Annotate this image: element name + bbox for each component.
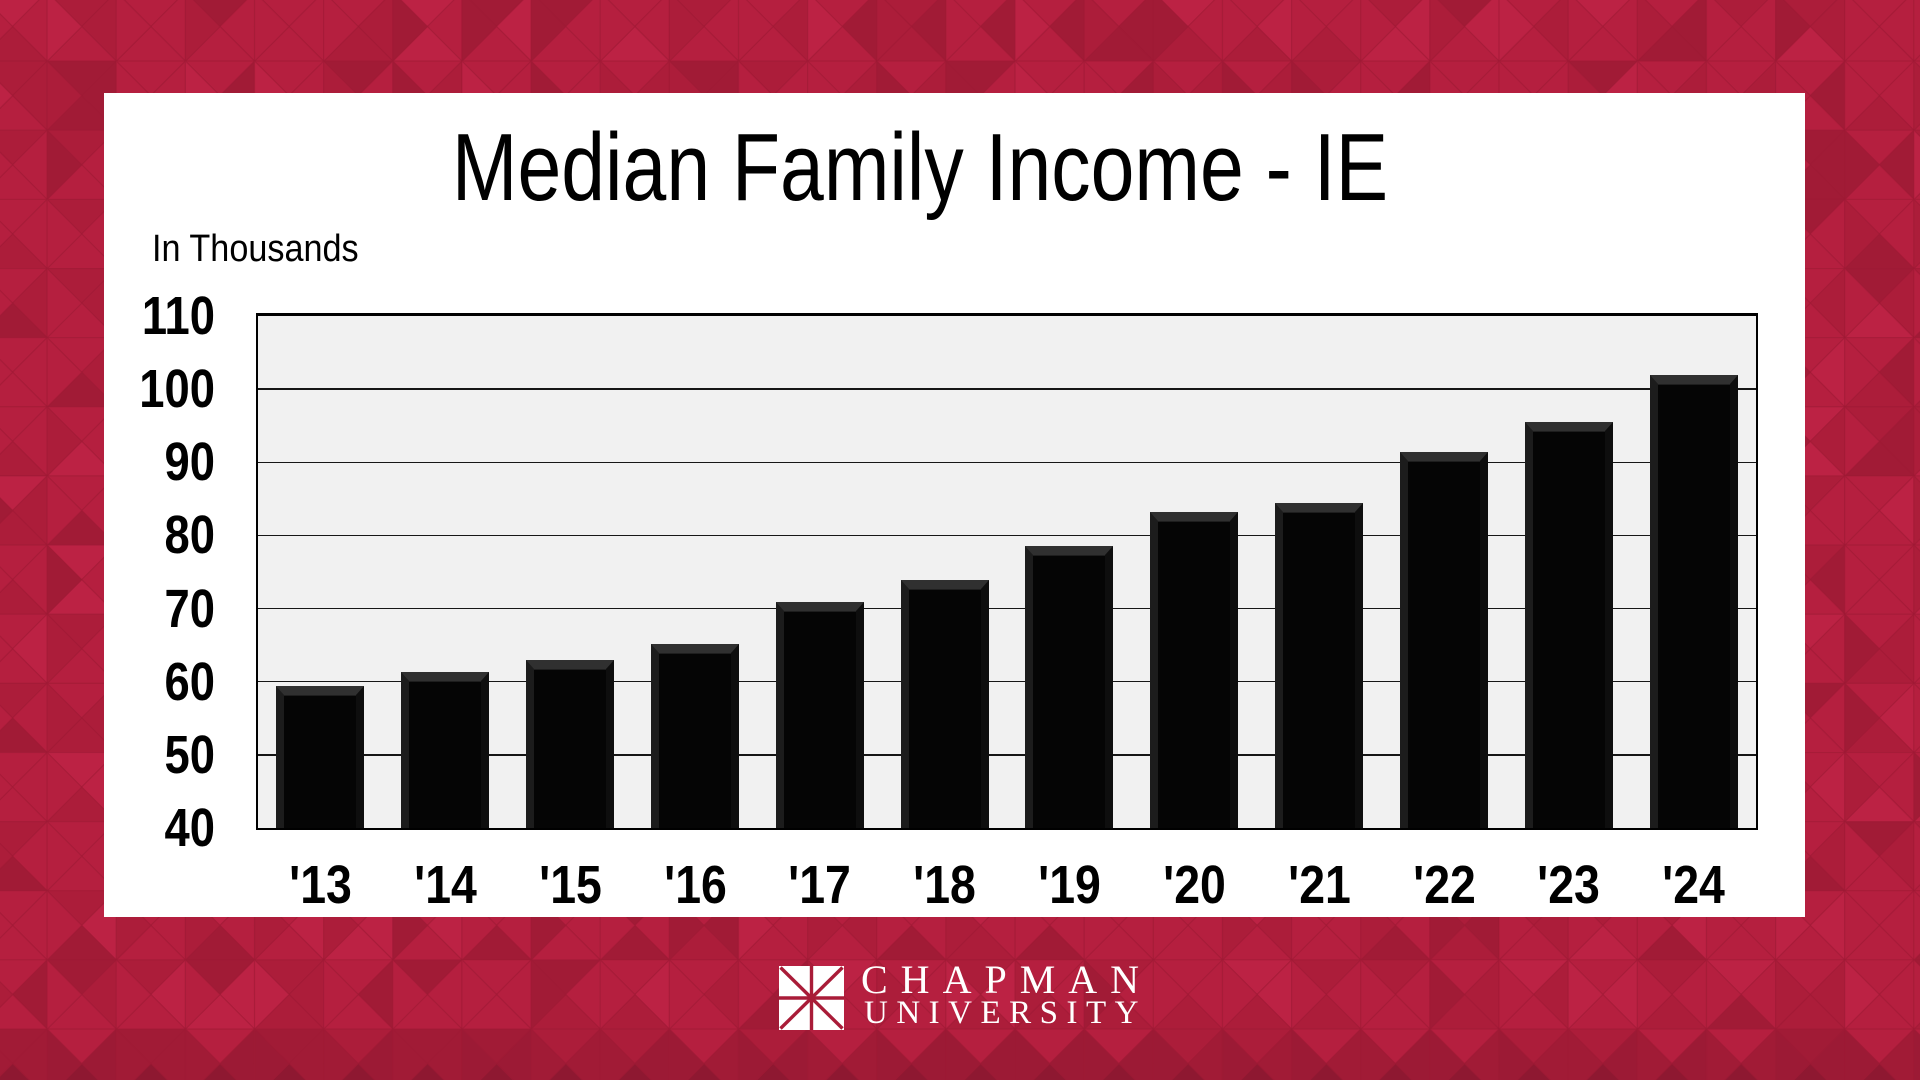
bar-23: [1524, 422, 1613, 828]
x-tick-label: '21: [1287, 855, 1351, 915]
bar-20: [1150, 512, 1239, 828]
x-tick-label: '13: [289, 855, 352, 915]
brand-subname: UNIVERSITY: [864, 995, 1147, 1031]
x-tick-label: '15: [538, 855, 602, 915]
bar-16: [650, 643, 739, 828]
chart-title: Median Family Income - IE: [451, 114, 1389, 221]
bar-21: [1275, 503, 1364, 828]
x-tick-label: '16: [663, 855, 727, 915]
bar-24: [1649, 374, 1738, 828]
bar-14: [401, 672, 490, 828]
x-tick-label: '22: [1412, 855, 1476, 915]
y-tick-label: 70: [164, 578, 215, 639]
x-tick-label: '19: [1038, 855, 1101, 915]
x-tick-label: '20: [1162, 855, 1226, 915]
y-tick-label: 100: [139, 359, 215, 420]
y-tick-label: 60: [164, 651, 215, 712]
gridline: [258, 534, 1756, 537]
gridline: [258, 607, 1756, 610]
x-tick-label: '24: [1662, 855, 1726, 915]
gridline: [258, 388, 1756, 390]
y-tick-label: 80: [164, 505, 215, 566]
y-tick-label: 90: [164, 432, 215, 493]
y-tick-label: 40: [164, 798, 215, 858]
y-tick-label: 110: [141, 286, 215, 346]
bar-17: [775, 602, 864, 828]
x-tick-label: '18: [913, 855, 977, 915]
x-tick-label: '17: [788, 855, 852, 915]
bar-22: [1399, 452, 1488, 828]
bar-19: [1025, 546, 1114, 828]
plot-area: [256, 313, 1758, 830]
gridline: [258, 680, 1756, 683]
y-tick-label: 50: [164, 724, 215, 785]
gridline: [258, 461, 1756, 464]
brand-name: CHAPMAN: [861, 957, 1153, 1002]
chapman-window-logo-icon: [779, 966, 844, 1030]
bar-15: [526, 659, 615, 828]
bar-13: [276, 686, 365, 828]
gridline: [258, 754, 1756, 756]
x-tick-label: '23: [1537, 855, 1601, 915]
y-axis-units-label: In Thousands: [152, 228, 359, 270]
bar-18: [900, 580, 989, 828]
x-tick-label: '14: [413, 855, 477, 915]
